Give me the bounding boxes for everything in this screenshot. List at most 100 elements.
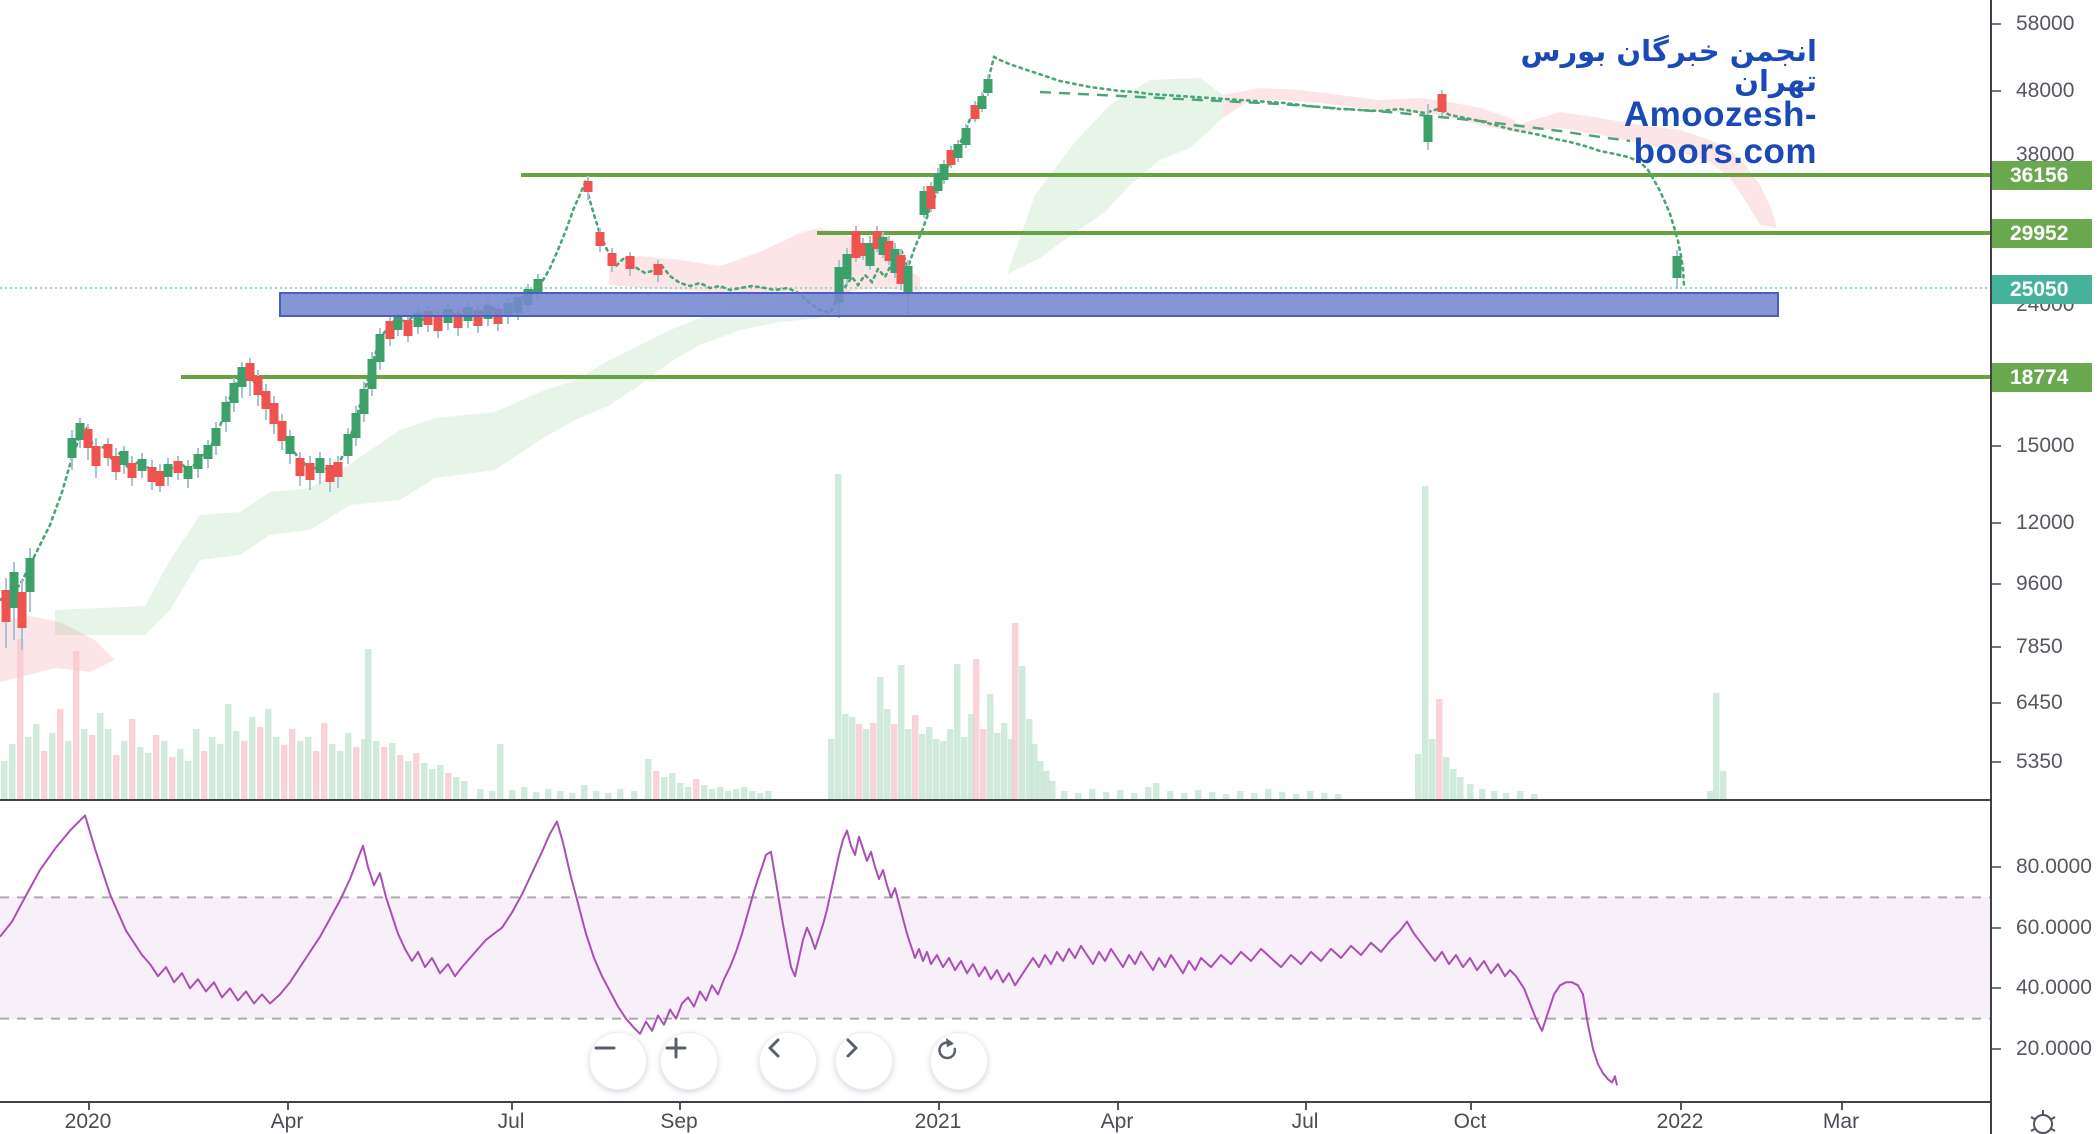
volume-bar (1012, 623, 1019, 799)
volume-bar (521, 787, 528, 799)
volume-bar (297, 741, 304, 799)
time-axis-label-Jul: Jul (1291, 1110, 1319, 1133)
pink-cloud-left (0, 616, 115, 682)
price-level-badge-29952: 29952 (1992, 218, 2092, 248)
candle-body (137, 459, 147, 471)
candle-body (1437, 94, 1447, 112)
volume-bar (305, 737, 312, 799)
time-tick-mark (511, 1103, 513, 1110)
volume-bar (241, 741, 248, 799)
candle-body (983, 79, 993, 93)
candle-body (933, 173, 943, 191)
volume-bar (1707, 791, 1714, 799)
main-price-pane[interactable] (0, 0, 1990, 800)
volume-bar (1467, 784, 1474, 799)
volume-bar (884, 709, 891, 799)
volume-bar (217, 744, 224, 799)
candle-body (403, 320, 413, 336)
volume-bar (389, 743, 396, 799)
volume-bar (81, 729, 88, 799)
volume-bar (233, 731, 240, 799)
indicator-tick-mark (1992, 926, 2001, 929)
candle (1437, 90, 1447, 116)
candle (946, 146, 956, 168)
volume-bar (17, 639, 24, 799)
volume-bar (905, 729, 912, 799)
volume-bar (870, 723, 877, 799)
candle (933, 168, 943, 194)
price-tick-label: 15000 (2016, 434, 2075, 457)
candle (119, 446, 129, 474)
scroll-left-button[interactable] (759, 1032, 817, 1090)
volume-bar (153, 735, 160, 799)
volume-bar (1265, 789, 1272, 799)
candle (896, 249, 906, 290)
candle (221, 396, 231, 432)
candle-body (333, 462, 343, 477)
reset-chart-button[interactable] (930, 1032, 988, 1090)
volume-bar (177, 749, 184, 799)
time-axis-settings-button[interactable] (2018, 1102, 2068, 1134)
candle-body (315, 458, 325, 473)
volume-bar (919, 734, 926, 799)
volume-bar (842, 714, 849, 799)
volume-bar (1089, 789, 1096, 799)
volume-bar (161, 741, 168, 799)
volume-bar (1037, 761, 1044, 799)
volume-bar (1720, 771, 1727, 799)
price-level-badge-18774: 18774 (1992, 362, 2092, 392)
price-tick-label: 9600 (2016, 572, 2063, 595)
candle-body (1, 590, 11, 622)
time-axis-label-2022: 2022 (1656, 1110, 1704, 1133)
time-axis-label-Oct: Oct (1453, 1110, 1487, 1133)
candle (103, 438, 113, 466)
volume-bar (105, 729, 112, 799)
time-axis-label-2021: 2021 (914, 1110, 962, 1133)
candle-body (903, 266, 913, 292)
candle-body (851, 231, 861, 258)
candle (1672, 250, 1682, 289)
candle (277, 414, 287, 450)
candle-body (305, 463, 315, 480)
candle-body (946, 150, 956, 165)
zoom-out-button[interactable] (589, 1032, 647, 1090)
zone-rectangle[interactable] (279, 292, 1779, 317)
volume-bar (421, 763, 428, 799)
candle-body (193, 454, 203, 469)
candle-body (277, 421, 287, 441)
pane-separator[interactable] (0, 799, 1990, 801)
time-tick-mark (88, 1103, 90, 1110)
volume-bar (33, 724, 40, 799)
zoom-in-button[interactable] (660, 1032, 718, 1090)
stochastic-pane[interactable] (0, 800, 1990, 1102)
price-tick-label: 12000 (2016, 511, 2075, 534)
candle-body (872, 231, 882, 249)
candle (183, 460, 193, 488)
volume-bar (445, 773, 452, 799)
watermark: انجمن خبرگان بورس تهران Amoozesh-boors.c… (1505, 36, 1817, 170)
candle-body (878, 237, 888, 255)
volume-bar (863, 729, 870, 799)
candle-body (67, 438, 77, 458)
candle-body (245, 363, 255, 381)
indicator-tick-label: 40.0000 (2016, 976, 2092, 1000)
candle-body (269, 403, 279, 424)
candle-body (896, 255, 906, 284)
candle-body (977, 96, 987, 109)
scroll-right-button[interactable] (835, 1032, 893, 1090)
candle-body (147, 467, 157, 482)
volume-bar (1019, 666, 1026, 799)
candle-body (1423, 115, 1433, 142)
candle (229, 378, 239, 412)
candle-body (1672, 256, 1682, 278)
volume-bar (653, 771, 660, 799)
candle-body (926, 186, 936, 209)
candle (91, 438, 101, 478)
candle (67, 430, 77, 470)
candle (926, 182, 936, 212)
volume-bar (453, 777, 460, 799)
candle (919, 186, 929, 218)
candle-body (111, 456, 121, 472)
volume-bar (145, 753, 152, 799)
